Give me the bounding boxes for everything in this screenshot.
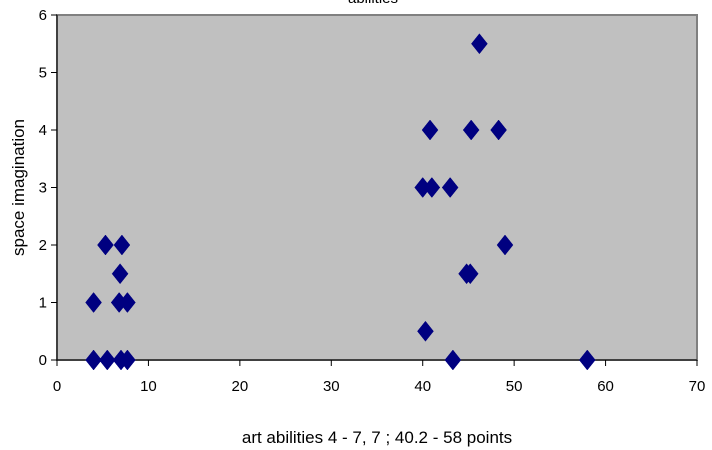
- data-point: [113, 234, 131, 256]
- chart-title: abilities: [348, 0, 398, 7]
- x-tick-label: 30: [323, 378, 340, 395]
- y-tick-label: 3: [39, 180, 47, 197]
- data-point: [423, 177, 441, 198]
- data-point: [98, 349, 116, 371]
- data-point: [496, 234, 514, 256]
- axes: 0 10 20 30 40 50 60 70 0 1 2 3 4 5 6: [39, 7, 706, 395]
- x-tick-label: 70: [689, 378, 706, 395]
- data-point: [441, 177, 459, 198]
- data-points: [85, 33, 596, 371]
- x-tick-label: 40: [414, 378, 431, 395]
- data-point: [462, 119, 480, 141]
- y-tick-label: 0: [39, 352, 47, 369]
- x-tick-label: 20: [232, 378, 249, 395]
- y-tick-label: 2: [39, 237, 47, 254]
- data-point: [119, 292, 136, 313]
- data-point: [461, 263, 479, 285]
- y-tick-label: 6: [39, 7, 47, 24]
- data-point: [471, 33, 488, 55]
- y-axis-title: space imagination: [9, 119, 28, 256]
- x-tick-label: 0: [53, 378, 61, 395]
- data-point: [417, 320, 434, 342]
- data-point: [85, 292, 102, 313]
- data-point: [444, 349, 462, 371]
- x-tick-label: 60: [597, 378, 614, 395]
- x-tick-label: 10: [140, 378, 157, 395]
- data-point: [111, 263, 129, 285]
- y-tick-label: 5: [39, 65, 47, 82]
- data-point: [421, 119, 439, 141]
- data-point: [490, 119, 507, 141]
- x-tick-label: 50: [506, 378, 523, 395]
- data-point: [97, 234, 114, 256]
- data-point: [85, 349, 102, 371]
- plot-area: [56, 14, 698, 361]
- y-tick-label: 4: [39, 122, 47, 139]
- data-point: [119, 349, 136, 371]
- x-axis-title: art abilities 4 - 7, 7 ; 40.2 - 58 point…: [242, 428, 512, 447]
- data-point: [578, 349, 596, 371]
- y-tick-label: 1: [39, 295, 47, 312]
